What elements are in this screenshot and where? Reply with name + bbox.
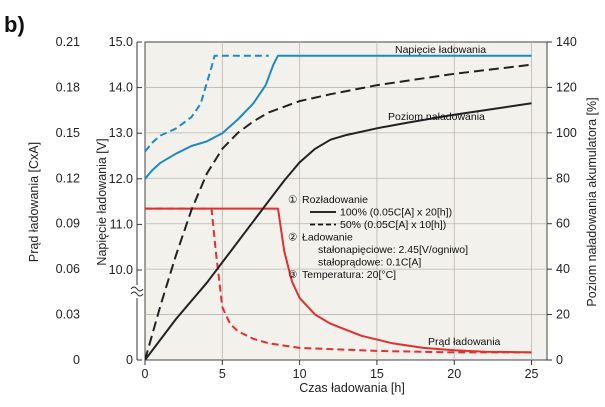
y-soc-tick-label: 120 (556, 80, 577, 94)
legend-item-text: stałoprądowe: 0.1C[A] (318, 257, 421, 269)
y-soc-tick-label: 0 (556, 353, 563, 367)
y-current-tick-label: 0.18 (56, 80, 80, 94)
x-axis-title: Czas ładowania [h] (299, 381, 405, 395)
x-tick-label: 10 (293, 367, 307, 381)
y-current-tick-label: 0.09 (56, 217, 80, 231)
y-current-tick-label: 0.21 (56, 35, 80, 49)
legend-item-text: 100% (0.05C[A] x 20[h]) (340, 207, 452, 219)
legend-item-text: Temperatura: 20[°C] (302, 269, 396, 281)
y-voltage-tick-label: 13.0 (109, 126, 133, 140)
plot-area (144, 41, 548, 361)
legend-item-text: Ładowanie (302, 232, 353, 244)
series-state_of_charge-solid (145, 102, 532, 360)
x-tick-label: 15 (370, 367, 384, 381)
y-soc-tick-label: 100 (556, 126, 577, 140)
legend-item-text: 50% (0.05C[A] x 10[h]) (340, 219, 446, 231)
x-tick-label: 20 (447, 367, 461, 381)
y-current-tick-label: 0.06 (56, 262, 80, 276)
axis-break-mark (130, 286, 144, 297)
series-voltage-solid (145, 54, 532, 180)
y-current-tick-label: 0 (73, 353, 80, 367)
y-axis-voltage-title: Napięcie ładowania [V] (95, 138, 109, 265)
y-voltage-tick-label: 12.0 (109, 172, 133, 186)
annotation-soc: Poziom naładowania (388, 111, 485, 123)
x-tick-label: 0 (142, 367, 149, 381)
series-current-solid (145, 207, 532, 354)
series (145, 54, 532, 360)
y-soc-tick-label: 60 (556, 217, 570, 231)
y-current-tick-label: 0.15 (56, 126, 80, 140)
legend-marker: ③ (288, 269, 298, 281)
y-soc-tick-label: 80 (556, 171, 570, 185)
y-voltage-tick-label: 15.0 (109, 35, 133, 49)
y-soc-tick-label: 40 (556, 262, 570, 276)
x-tick-label: 5 (219, 367, 226, 381)
series-state_of_charge-dashed (145, 63, 532, 360)
y-soc-tick-label: 20 (556, 308, 570, 322)
legend-marker: ② (288, 232, 298, 244)
series-voltage-dashed (145, 54, 269, 153)
y-voltage-tick-label: 10.0 (109, 263, 133, 277)
y-voltage-tick-label: 11.0 (110, 217, 133, 231)
x-tick-label: 25 (525, 367, 539, 381)
series-current-dashed (145, 207, 532, 354)
legend-marker: ① (288, 194, 298, 206)
legend-item-text: Rozładowanie (302, 194, 368, 206)
y-voltage-tick-label: 0 (126, 353, 133, 367)
panel-label: b) (4, 12, 25, 37)
y-soc-tick-label: 140 (556, 35, 577, 49)
annotation-current: Prąd ładowania (428, 336, 501, 348)
axes: 0 5 10 15 20 25 0 0.03 0.06 0.09 0.12 0.15 0.18 0.21 0… (56, 35, 577, 381)
y-axis-soc-title: Poziom naładowania akumulatora [%] (585, 97, 599, 306)
y-voltage-tick-label: 14.0 (109, 81, 133, 95)
y-current-tick-label: 0.12 (56, 171, 80, 185)
y-current-tick-label: 0.03 (56, 308, 80, 322)
y-axis-current-title: Prąd ładowania [CxA] (27, 142, 41, 262)
annotation-voltage: Napięcie ładowania (395, 44, 486, 56)
legend-item-text: stałonapięciowe: 2.45[V/ogniwo] (318, 244, 468, 256)
